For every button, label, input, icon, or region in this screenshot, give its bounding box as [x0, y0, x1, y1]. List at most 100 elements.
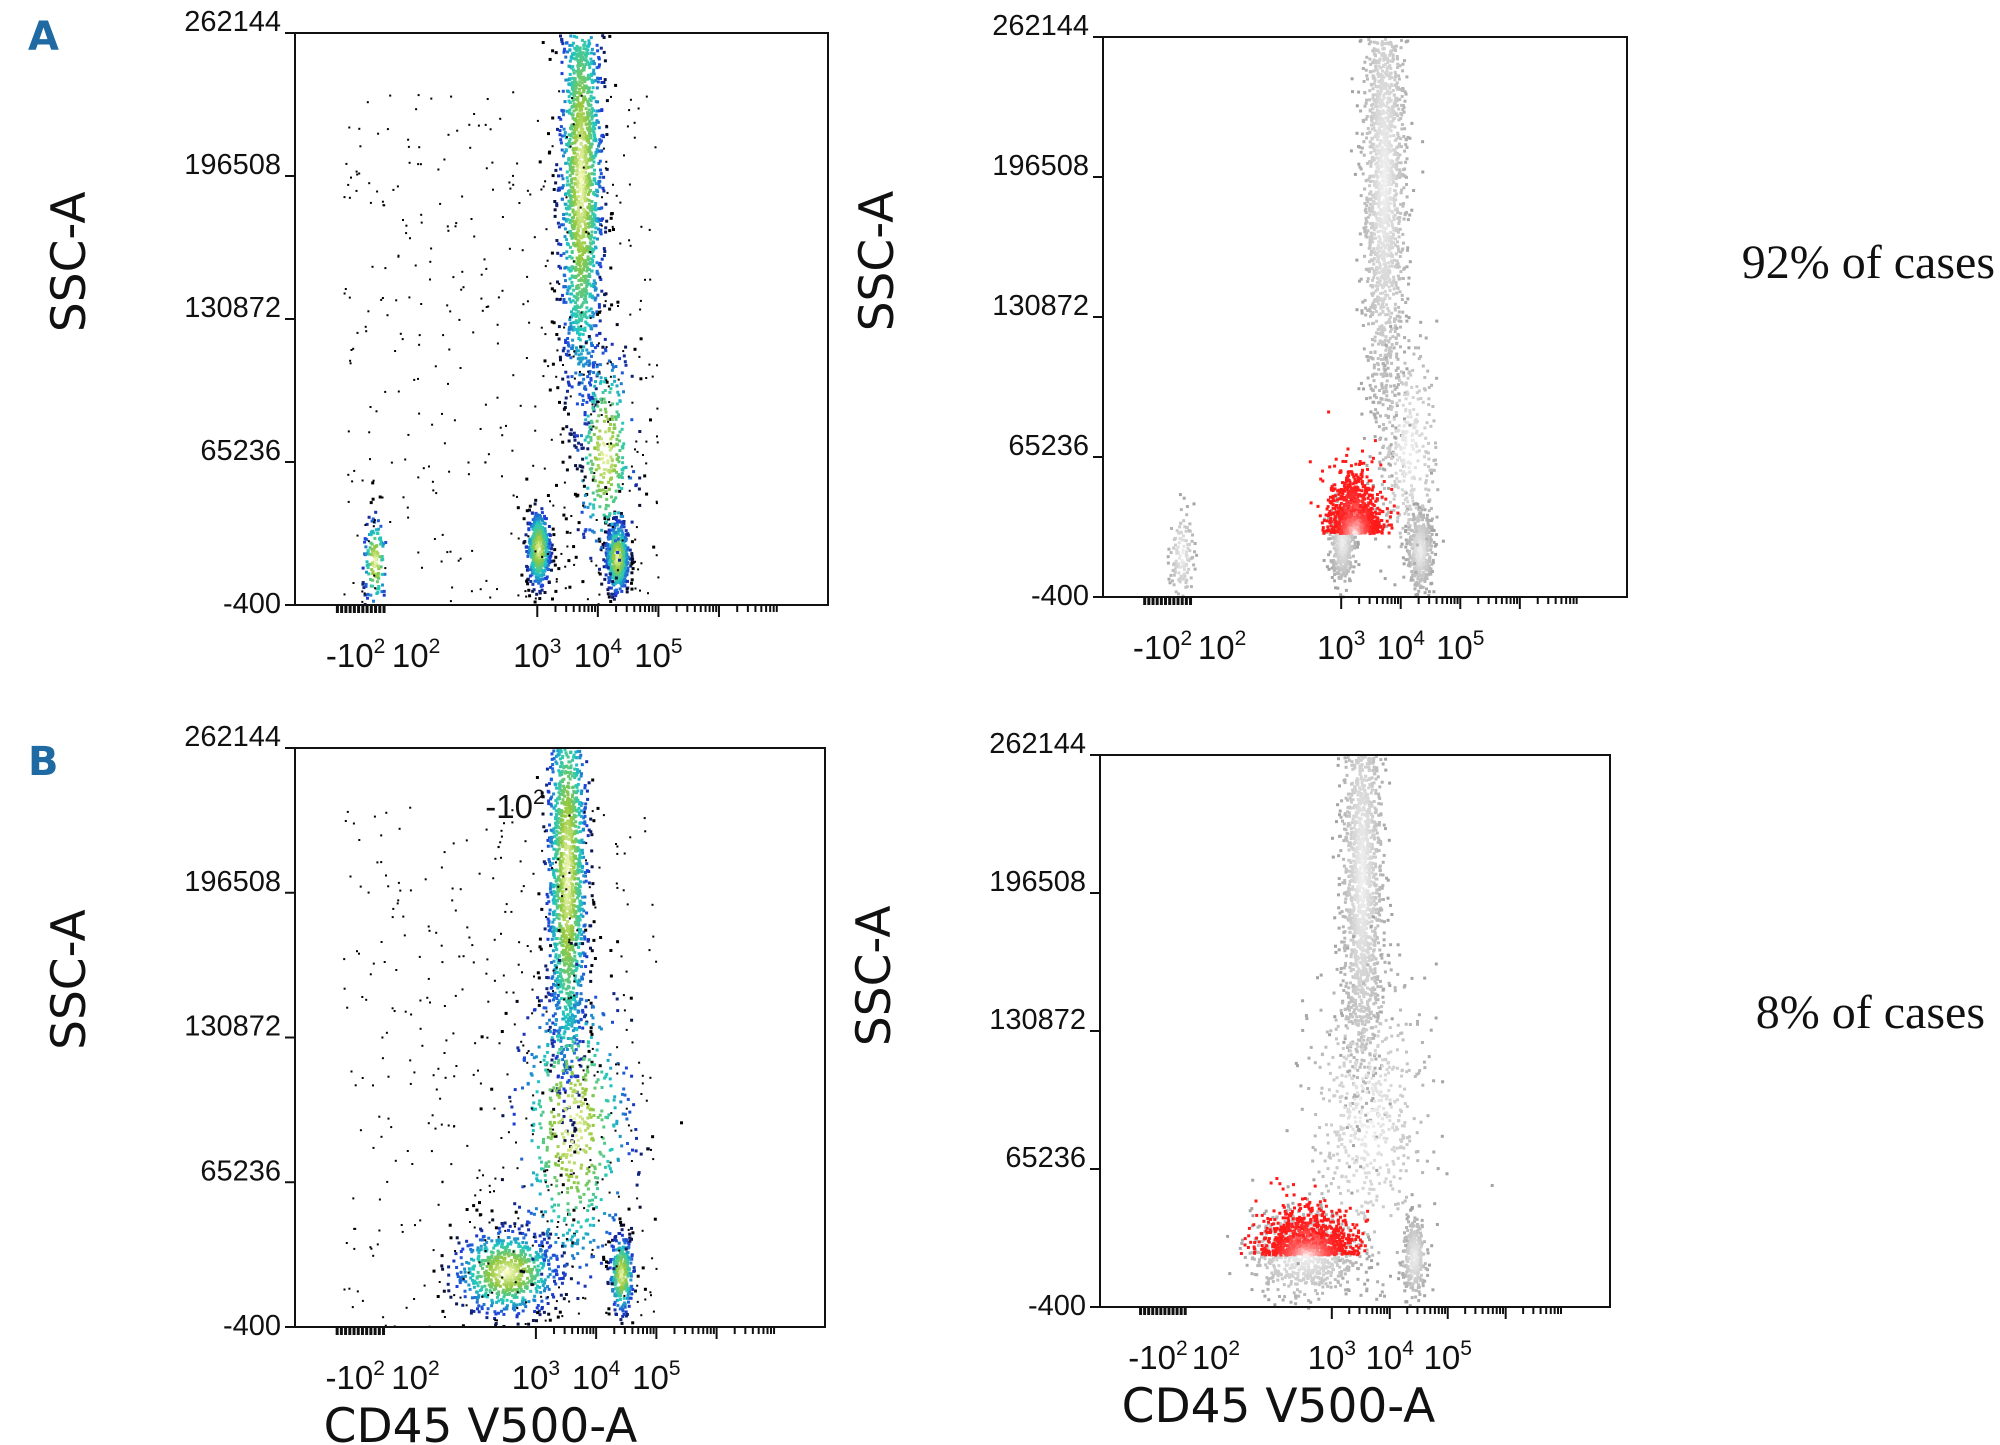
- event-point: [524, 590, 527, 593]
- event-point: [1368, 235, 1372, 239]
- event-point: [528, 538, 532, 542]
- event-point: [1377, 168, 1381, 172]
- event-point: [550, 438, 553, 441]
- event-point: [442, 334, 445, 337]
- event-point: [577, 101, 581, 105]
- event-point: [1383, 92, 1387, 96]
- event-point: [561, 223, 565, 227]
- event-point: [555, 163, 559, 167]
- event-point: [1405, 183, 1408, 186]
- event-point: [582, 154, 586, 158]
- event-point: [631, 401, 634, 404]
- event-point: [569, 159, 573, 163]
- event-point: [1392, 47, 1396, 51]
- event-point: [1371, 159, 1375, 162]
- event-point: [566, 389, 569, 393]
- event-point: [580, 357, 583, 361]
- event-point: [1391, 455, 1395, 459]
- event-point: [543, 467, 546, 470]
- event-point: [1391, 105, 1395, 109]
- event-point: [589, 121, 593, 125]
- event-point: [1397, 136, 1401, 140]
- event-point: [614, 83, 618, 87]
- event-point: [590, 269, 593, 273]
- event-point: [593, 154, 597, 158]
- event-point: [586, 262, 590, 266]
- event-point: [581, 258, 585, 262]
- event-point: [570, 142, 574, 146]
- event-point: [548, 388, 552, 392]
- event-point: [595, 188, 599, 192]
- event-point: [564, 587, 567, 590]
- event-point: [622, 580, 625, 584]
- event-point: [1384, 252, 1387, 256]
- event-point: [1396, 62, 1400, 66]
- event-point: [1397, 118, 1401, 122]
- event-point: [1368, 309, 1372, 313]
- event-point: [373, 574, 376, 577]
- event-point: [582, 170, 586, 174]
- event-point: [567, 204, 571, 208]
- event-point: [587, 44, 591, 48]
- event-point: [548, 57, 552, 61]
- event-point: [555, 297, 559, 301]
- event-point: [592, 400, 596, 404]
- event-point: [598, 567, 601, 571]
- event-point: [1369, 40, 1373, 44]
- event-point: [373, 565, 376, 568]
- event-point: [540, 544, 544, 548]
- event-point: [585, 306, 589, 310]
- event-point: [1383, 127, 1386, 131]
- event-point: [555, 204, 559, 208]
- event-point: [1377, 64, 1381, 68]
- event-point: [417, 377, 419, 380]
- event-point: [1372, 40, 1376, 44]
- event-point: [1374, 48, 1378, 52]
- event-point: [1376, 89, 1380, 93]
- event-point: [602, 175, 606, 179]
- event-point: [1378, 414, 1382, 418]
- event-point: [1386, 307, 1390, 310]
- event-point: [603, 419, 606, 423]
- event-point: [560, 134, 564, 138]
- event-point: [1400, 248, 1404, 252]
- event-point: [634, 538, 637, 541]
- event-point: [1384, 180, 1388, 184]
- event-point: [1371, 49, 1375, 53]
- event-point: [570, 375, 574, 379]
- event-point: [575, 256, 579, 260]
- event-point: [602, 472, 606, 475]
- event-point: [1357, 387, 1361, 391]
- event-point: [1395, 158, 1399, 162]
- event-point: [1396, 240, 1399, 244]
- event-point: [580, 198, 583, 202]
- event-point: [621, 456, 625, 460]
- event-point: [1390, 182, 1394, 186]
- event-point: [592, 124, 596, 128]
- event-point: [588, 502, 592, 506]
- event-point: [622, 544, 626, 548]
- event-point: [596, 80, 600, 84]
- event-point: [1376, 361, 1380, 365]
- event-point: [599, 168, 602, 172]
- event-point: [1374, 169, 1378, 173]
- event-point: [604, 490, 608, 494]
- event-point: [536, 572, 540, 576]
- event-point: [586, 351, 590, 355]
- event-point: [471, 549, 474, 552]
- event-point: [580, 161, 584, 165]
- event-point: [589, 383, 593, 387]
- event-point: [418, 343, 421, 346]
- event-point: [1366, 77, 1369, 81]
- event-point: [585, 348, 589, 352]
- event-point: [621, 461, 625, 465]
- event-point: [1379, 306, 1383, 310]
- event-point: [613, 523, 617, 527]
- event-point: [1371, 278, 1374, 282]
- event-point: [1405, 195, 1409, 199]
- event-point: [1373, 394, 1376, 398]
- event-point: [376, 532, 380, 535]
- event-point: [595, 119, 599, 123]
- event-point: [597, 65, 601, 69]
- event-point: [1397, 319, 1401, 323]
